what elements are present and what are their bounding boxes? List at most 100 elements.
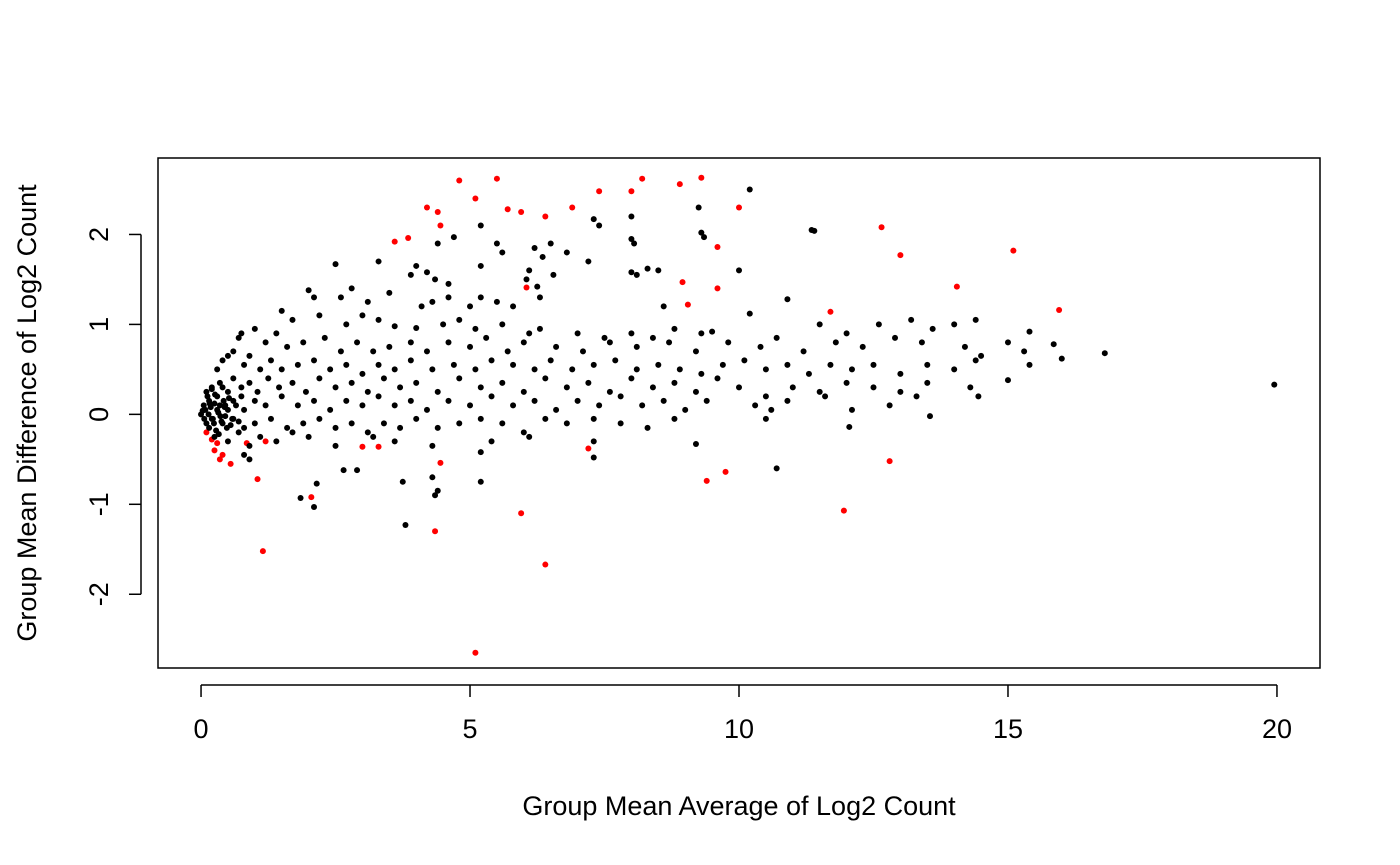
data-point-1-12 [493, 240, 500, 247]
data-point-1-89 [273, 330, 280, 337]
data-point-1-75 [709, 328, 716, 335]
data-point-1-280 [235, 429, 242, 436]
data-point-1-218 [262, 402, 269, 409]
data-point-1-330 [208, 386, 215, 393]
data-point-0-11 [504, 206, 511, 213]
data-point-1-236 [596, 402, 603, 409]
data-point-1-5 [477, 222, 484, 229]
data-point-1-140 [429, 366, 436, 373]
data-point-1-223 [343, 397, 350, 404]
data-point-1-235 [574, 397, 581, 404]
data-point-1-20 [585, 258, 592, 265]
data-point-1-125 [219, 357, 226, 364]
data-point-1-340 [221, 404, 228, 411]
data-point-1-137 [375, 361, 382, 368]
data-point-1-71 [628, 330, 635, 337]
data-point-0-8 [434, 208, 441, 215]
data-point-1-37 [311, 294, 318, 301]
data-point-1-336 [206, 400, 213, 407]
data-point-1-261 [380, 420, 387, 427]
data-point-1-98 [423, 348, 430, 355]
x-tick-label-1: 5 [463, 714, 478, 744]
data-point-1-245 [822, 393, 829, 400]
data-point-1-132 [294, 361, 301, 368]
data-point-1-228 [423, 406, 430, 413]
data-point-1-295 [773, 465, 780, 472]
data-point-1-307 [297, 495, 304, 501]
data-point-1-339 [217, 413, 224, 420]
data-point-1-209 [967, 384, 974, 391]
data-point-1-14 [450, 234, 457, 241]
data-point-1-34 [655, 267, 662, 274]
data-point-1-151 [655, 361, 662, 368]
data-point-1-202 [762, 393, 769, 400]
data-point-1-211 [1271, 381, 1278, 388]
data-point-1-204 [816, 388, 823, 395]
data-point-1-118 [961, 343, 968, 350]
data-point-1-110 [725, 339, 732, 346]
data-point-1-127 [241, 361, 248, 368]
data-point-1-91 [300, 339, 307, 346]
data-point-1-30 [550, 271, 557, 278]
data-point-1-338 [214, 406, 221, 413]
data-point-1-111 [757, 343, 764, 350]
data-point-1-116 [892, 334, 899, 341]
data-point-1-148 [590, 361, 597, 368]
data-point-1-311 [200, 402, 207, 409]
data-point-1-225 [375, 393, 382, 400]
data-point-1-263 [413, 415, 420, 422]
data-point-1-15 [434, 240, 441, 247]
data-point-1-194 [585, 379, 592, 386]
data-point-1-107 [633, 343, 640, 350]
data-point-0-29 [203, 429, 210, 436]
data-point-1-180 [316, 375, 323, 382]
data-point-1-186 [413, 379, 420, 386]
data-point-1-238 [639, 402, 646, 409]
data-point-1-289 [429, 442, 436, 449]
data-point-1-306 [313, 480, 320, 487]
data-point-1-243 [768, 406, 775, 413]
data-point-1-41 [386, 289, 393, 296]
data-point-0-2 [596, 188, 603, 195]
data-point-1-314 [204, 393, 211, 400]
data-point-1-298 [340, 467, 347, 474]
data-point-1-284 [289, 429, 296, 436]
data-point-1-78 [875, 321, 882, 328]
data-point-0-39 [375, 443, 382, 450]
data-point-1-26 [432, 276, 439, 283]
data-point-1-131 [278, 366, 285, 373]
data-point-1-36 [305, 287, 312, 294]
data-point-1-264 [434, 424, 441, 431]
data-point-1-35 [736, 267, 742, 274]
data-point-1-175 [254, 388, 261, 395]
data-point-1-22 [332, 261, 339, 268]
data-point-1-329 [205, 411, 212, 418]
data-point-1-207 [897, 388, 904, 395]
data-point-0-1 [493, 175, 500, 182]
data-point-1-138 [391, 366, 398, 373]
data-point-1-345 [238, 393, 245, 400]
data-point-1-109 [692, 348, 699, 355]
data-point-1-38 [337, 294, 344, 301]
data-point-0-28 [1056, 307, 1063, 314]
y-tick-label-0: -2 [84, 582, 114, 606]
data-point-1-172 [230, 375, 237, 382]
data-point-1-288 [391, 438, 398, 445]
data-point-1-217 [251, 397, 258, 404]
data-point-1-155 [741, 357, 748, 364]
data-point-1-321 [216, 402, 223, 409]
data-point-1-95 [370, 348, 377, 355]
data-point-1-335 [199, 407, 206, 414]
data-point-0-25 [953, 283, 960, 290]
data-point-1-189 [477, 384, 484, 391]
data-point-1-68 [536, 325, 543, 332]
data-point-1-128 [246, 352, 253, 359]
x-tick-label-2: 10 [724, 714, 754, 744]
data-point-1-105 [579, 348, 586, 355]
data-point-1-170 [216, 379, 223, 386]
data-point-1-46 [477, 294, 484, 301]
data-point-1-7 [701, 234, 708, 241]
data-point-1-92 [321, 334, 328, 341]
axes-layer: 0 5 10 15 20 -2 -1 0 1 2 [84, 227, 1292, 744]
data-point-1-28 [477, 262, 484, 269]
